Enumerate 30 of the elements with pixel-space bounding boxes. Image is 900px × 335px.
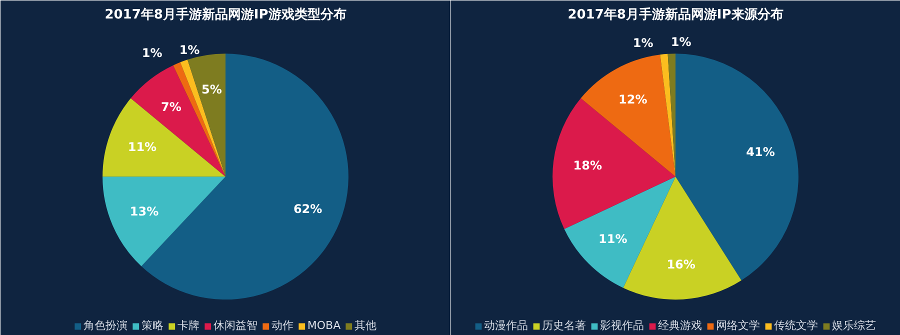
legend-label: 策略 xyxy=(141,318,164,333)
data-label: 18% xyxy=(573,158,602,173)
data-label: 1% xyxy=(670,35,692,50)
data-label: 41% xyxy=(746,145,775,160)
legend-label: 经典游戏 xyxy=(658,318,702,333)
legend-label: 历史名著 xyxy=(542,318,586,333)
legend-label: 卡牌 xyxy=(177,318,200,333)
chart-title: 2017年8月手游新品网游IP来源分布 xyxy=(568,6,784,22)
data-label: 7% xyxy=(161,100,182,114)
legend-label: 网络文学 xyxy=(716,318,760,333)
data-label: 1% xyxy=(632,36,654,50)
legend-label: 动作 xyxy=(271,318,294,333)
data-label: 1% xyxy=(179,43,200,58)
data-label: 5% xyxy=(201,82,222,97)
data-label: 13% xyxy=(130,204,159,219)
chart-title: 2017年8月手游新品网游IP游戏类型分布 xyxy=(104,6,346,22)
legend-label: 角色扮演 xyxy=(83,318,128,333)
data-label: 1% xyxy=(142,46,162,60)
data-label: 12% xyxy=(618,92,648,106)
legend-label: 动漫作品 xyxy=(484,318,528,333)
data-label: 16% xyxy=(666,257,696,272)
data-label: 62% xyxy=(293,202,322,216)
legend-label: MOBA xyxy=(307,319,341,332)
legend-label: 其他 xyxy=(354,318,377,333)
legend-label: 娱乐综艺 xyxy=(832,318,876,333)
data-label: 11% xyxy=(598,232,628,246)
data-label: 11% xyxy=(128,140,157,154)
legend-label: 传统文学 xyxy=(774,318,818,333)
legend-label: 休闲益智 xyxy=(213,318,258,333)
legend-label: 影视作品 xyxy=(600,318,644,333)
